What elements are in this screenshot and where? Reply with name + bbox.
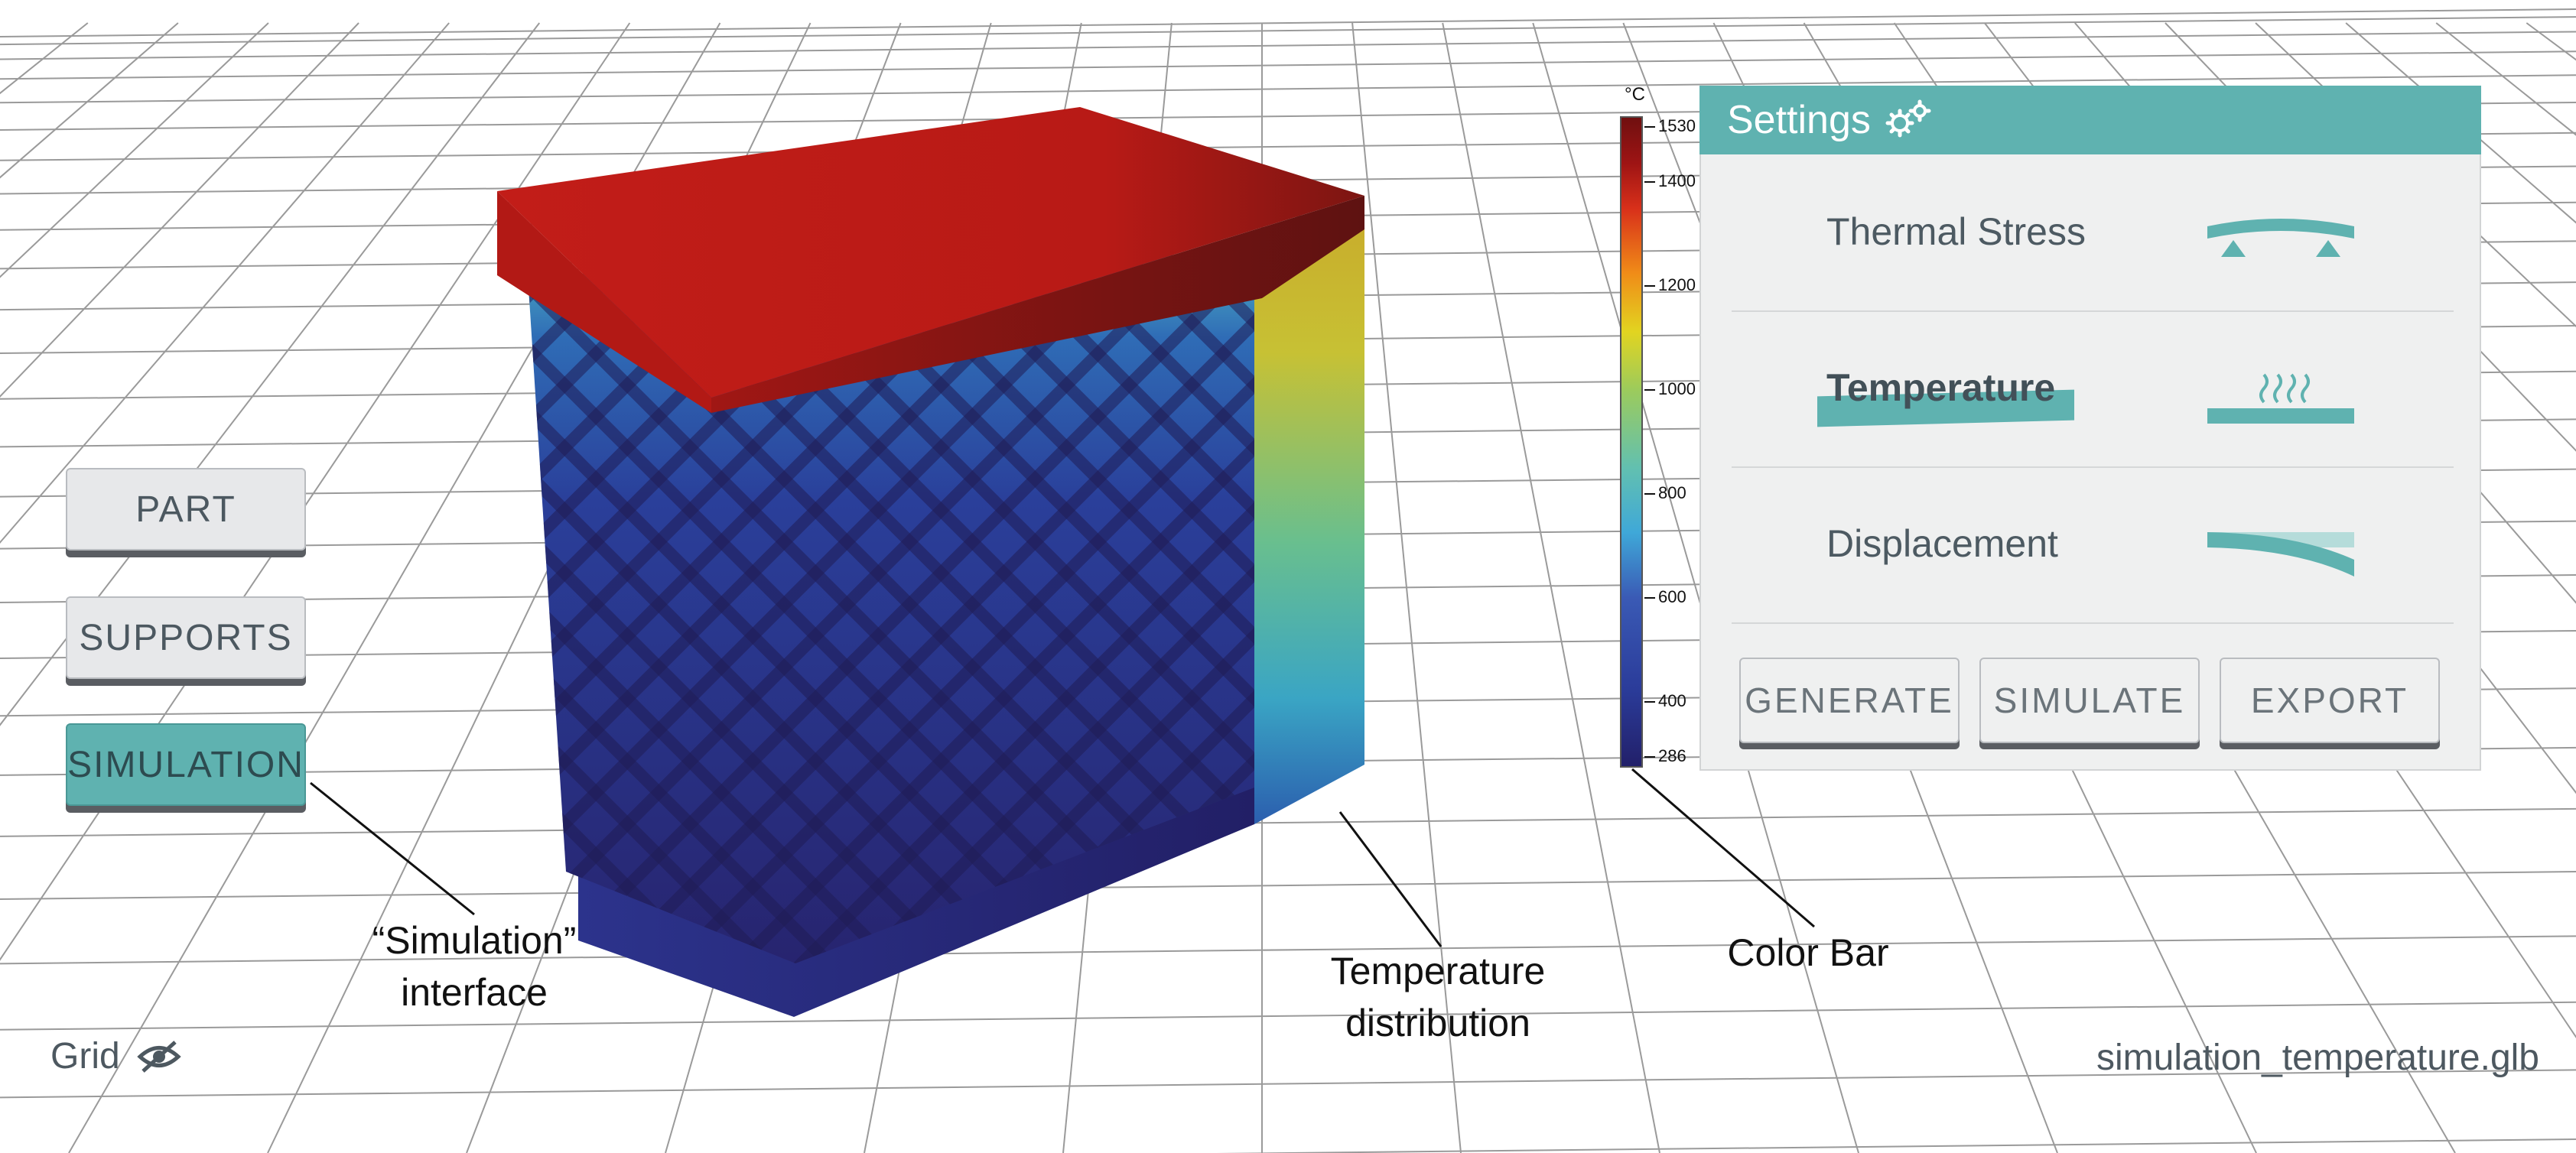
bent-beam-icon xyxy=(2207,532,2354,576)
option-label: Thermal Stress xyxy=(1826,210,2086,253)
color-bar-tick: 1530 xyxy=(1644,116,1696,135)
color-bar-tick: 1400 xyxy=(1644,171,1696,190)
supports-button[interactable]: SUPPORTS xyxy=(66,596,306,679)
eye-off-icon xyxy=(136,1040,181,1073)
part-model[interactable] xyxy=(497,107,1364,1017)
annotation-lines xyxy=(310,768,1815,947)
option-label: Displacement xyxy=(1826,522,2058,565)
row-divider xyxy=(1732,466,2454,468)
row-divider xyxy=(1732,622,2454,624)
simulate-button[interactable]: SIMULATE xyxy=(1979,658,2200,743)
annotation-line: interface xyxy=(401,971,548,1014)
color-bar-tick: 800 xyxy=(1644,483,1686,502)
annotation-simulation-interface: “Simulation” interface xyxy=(329,914,620,1018)
color-bar-tick: 600 xyxy=(1644,587,1686,606)
simulation-button[interactable]: SIMULATION xyxy=(66,723,306,806)
color-bar-tick: 286 xyxy=(1644,746,1686,765)
settings-panel: Settings Thermal Stress xyxy=(1699,86,2481,771)
settings-header: Settings xyxy=(1699,86,2481,154)
settings-title: Settings xyxy=(1727,98,1871,142)
beam-on-supports-icon xyxy=(2207,219,2354,257)
grid-toggle[interactable]: Grid xyxy=(50,1035,181,1077)
color-bar-tick: 1000 xyxy=(1644,379,1696,398)
option-label: Temperature xyxy=(1826,366,2056,409)
generate-button[interactable]: GENERATE xyxy=(1739,658,1960,743)
export-button[interactable]: EXPORT xyxy=(2220,658,2440,743)
option-displacement[interactable]: Displacement xyxy=(1732,468,2454,624)
gears-icon xyxy=(1885,99,1931,138)
heat-plate-icon xyxy=(2207,373,2354,424)
filename-label: simulation_temperature.glb xyxy=(2096,1038,2539,1078)
annotation-color-bar: Color Bar xyxy=(1727,931,1889,974)
option-temperature[interactable]: Temperature xyxy=(1732,312,2454,468)
annotation-line: distribution xyxy=(1345,1002,1530,1044)
annotation-line: “Simulation” xyxy=(372,919,577,962)
color-bar-unit: °C xyxy=(1625,84,1645,105)
annotation-temperature-distribution: Temperature distribution xyxy=(1277,945,1599,1049)
color-bar xyxy=(1620,116,1643,768)
color-bar-tick: 1200 xyxy=(1644,275,1696,294)
part-button[interactable]: PART xyxy=(66,468,306,551)
option-thermal-stress[interactable]: Thermal Stress xyxy=(1732,156,2454,312)
grid-label: Grid xyxy=(50,1036,120,1077)
color-bar-tick: 400 xyxy=(1644,691,1686,710)
annotation-line: Temperature xyxy=(1330,950,1546,992)
row-divider xyxy=(1732,310,2454,312)
